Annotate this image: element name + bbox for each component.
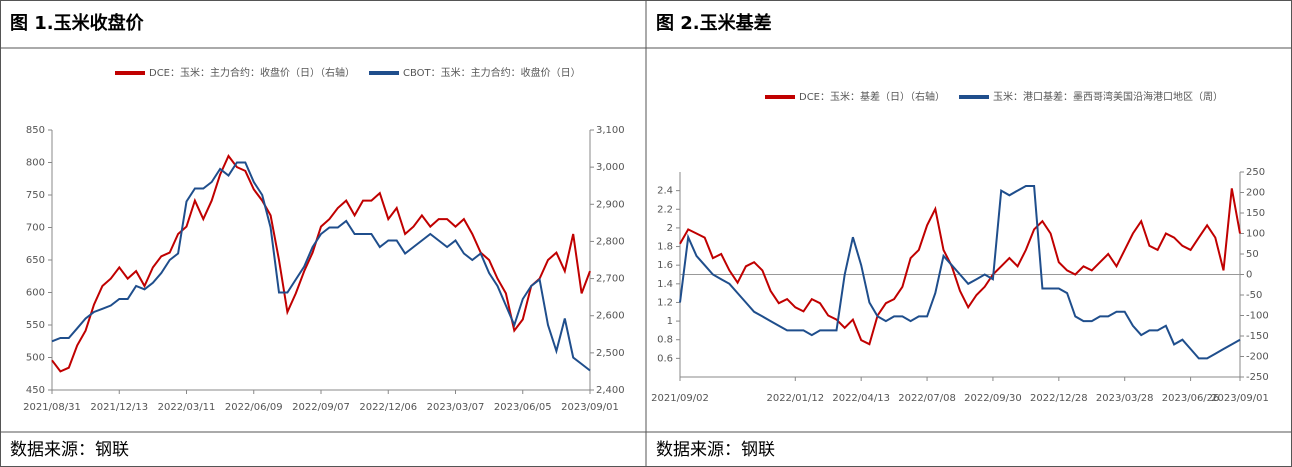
x-tick-label: 2023/06/26 xyxy=(1162,393,1220,404)
x-tick-label: 2022/09/07 xyxy=(292,402,350,413)
x-tick-label: 2022/09/30 xyxy=(964,393,1022,404)
panel-title: 图 2.玉米基差 xyxy=(656,12,772,34)
y2-tick-label: 2,700 xyxy=(596,274,625,285)
legend-label: CBOT：玉米：主力合约：收盘价（日） xyxy=(403,66,581,79)
x-tick-label: 2023/06/05 xyxy=(494,402,552,413)
y2-tick-label: 50 xyxy=(1246,249,1259,260)
y2-tick-label: 2,500 xyxy=(596,348,625,359)
y2-tick-label: 2,600 xyxy=(596,311,625,322)
series-line xyxy=(679,185,1241,360)
x-tick-label: 2023/09/01 xyxy=(1211,393,1269,404)
y2-tick-label: 200 xyxy=(1246,188,1265,199)
y-tick-label: 550 xyxy=(26,320,45,331)
x-tick-label: 2022/12/06 xyxy=(359,402,417,413)
y2-tick-label: -50 xyxy=(1246,290,1262,301)
x-tick-label: 2022/12/28 xyxy=(1030,393,1088,404)
x-tick-label: 2022/04/13 xyxy=(832,393,890,404)
y-tick-label: 750 xyxy=(26,190,45,201)
y-tick-label: 700 xyxy=(26,223,45,234)
y2-tick-label: -200 xyxy=(1246,352,1269,363)
y-tick-label: 1.6 xyxy=(657,260,673,271)
y2-tick-label: 3,000 xyxy=(596,162,625,173)
y-tick-label: 850 xyxy=(26,125,45,136)
y-tick-label: 2.4 xyxy=(657,186,673,197)
y-tick-label: 650 xyxy=(26,255,45,266)
y-tick-label: 2 xyxy=(667,223,673,234)
series-line xyxy=(679,188,1241,346)
x-tick-label: 2023/03/28 xyxy=(1096,393,1154,404)
x-tick-label: 2022/01/12 xyxy=(766,393,824,404)
legend-label: DCE：玉米：主力合约：收盘价（日）（右轴） xyxy=(149,66,355,79)
y-tick-label: 500 xyxy=(26,353,45,364)
y2-tick-label: 2,900 xyxy=(596,199,625,210)
panel-title: 图 1.玉米收盘价 xyxy=(10,12,145,34)
y-tick-label: 1.4 xyxy=(657,279,673,290)
legend-label: 玉米：港口基差：墨西哥湾美国沿海港口地区（周） xyxy=(993,90,1223,103)
series-line xyxy=(51,161,591,372)
y-tick-label: 2.2 xyxy=(657,204,673,215)
legend-label: DCE：玉米：基差（日）（右轴） xyxy=(799,90,945,103)
y2-tick-label: 2,800 xyxy=(596,236,625,247)
y2-tick-label: 3,100 xyxy=(596,125,625,136)
x-tick-label: 2022/03/11 xyxy=(158,402,216,413)
source-note: 数据来源：钢联 xyxy=(656,440,775,460)
x-tick-label: 2023/03/07 xyxy=(427,402,485,413)
y2-tick-label: -100 xyxy=(1246,311,1269,322)
y2-tick-label: -150 xyxy=(1246,331,1269,342)
y2-tick-label: 100 xyxy=(1246,229,1265,240)
series-line xyxy=(51,154,591,373)
y2-tick-label: -250 xyxy=(1246,372,1269,383)
y2-tick-label: 0 xyxy=(1246,270,1252,281)
x-tick-label: 2022/06/09 xyxy=(225,402,283,413)
y2-tick-label: 2,400 xyxy=(596,385,625,396)
y-tick-label: 1.8 xyxy=(657,242,673,253)
x-tick-label: 2021/08/31 xyxy=(23,402,81,413)
y-tick-label: 1 xyxy=(667,316,673,327)
y2-tick-label: 150 xyxy=(1246,208,1265,219)
y-tick-label: 0.6 xyxy=(657,353,673,364)
x-tick-label: 2021/12/13 xyxy=(90,402,148,413)
y-tick-label: 0.8 xyxy=(657,335,673,346)
x-tick-label: 2023/09/01 xyxy=(561,402,619,413)
y2-tick-label: 250 xyxy=(1246,167,1265,178)
y-tick-label: 600 xyxy=(26,288,45,299)
x-tick-label: 2022/07/08 xyxy=(898,393,956,404)
y-tick-label: 800 xyxy=(26,158,45,169)
source-note: 数据来源：钢联 xyxy=(10,440,129,460)
y-tick-label: 1.2 xyxy=(657,297,673,308)
x-tick-label: 2021/09/02 xyxy=(651,393,709,404)
y-tick-label: 450 xyxy=(26,385,45,396)
